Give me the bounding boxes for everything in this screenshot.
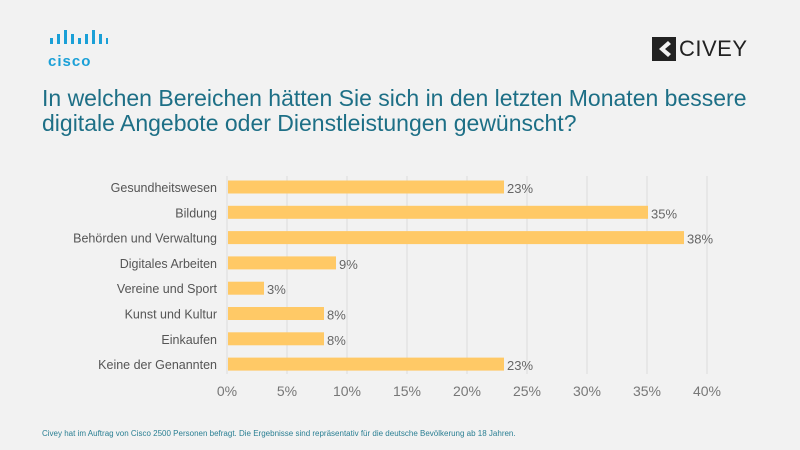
x-tick-label: 5% — [277, 383, 297, 399]
cisco-logo: cisco — [48, 30, 108, 70]
page-title: In welchen Bereichen hätten Sie sich in … — [42, 86, 782, 136]
cisco-wordmark: cisco — [48, 53, 92, 70]
data-label: 8% — [327, 308, 346, 323]
data-label: 38% — [687, 232, 713, 247]
bar — [228, 357, 504, 371]
data-label: 8% — [327, 333, 346, 348]
footer-note: Civey hat im Auftrag von Cisco 2500 Pers… — [42, 429, 516, 438]
data-label: 23% — [507, 181, 533, 196]
bar — [228, 231, 684, 245]
x-tick-label: 20% — [453, 383, 481, 399]
bar — [228, 332, 324, 346]
cisco-bars-icon — [50, 30, 108, 44]
bar — [228, 205, 648, 219]
category-label: Gesundheitswesen — [111, 181, 217, 195]
civey-mark-icon — [652, 37, 676, 61]
bar — [228, 281, 264, 295]
data-label: 3% — [267, 282, 286, 297]
data-label: 23% — [507, 358, 533, 373]
category-label: Einkaufen — [161, 333, 217, 347]
bar — [228, 307, 324, 320]
bar — [228, 180, 504, 194]
title-line-2: digitale Angebote oder Dienstleistungen … — [42, 110, 577, 136]
data-label: 35% — [651, 206, 677, 221]
x-tick-label: 10% — [333, 383, 361, 399]
category-label: Bildung — [175, 206, 217, 220]
x-tick-label: 35% — [633, 383, 661, 399]
civey-logo: CIVEY — [652, 36, 748, 62]
x-tick-label: 0% — [217, 383, 237, 399]
data-label: 9% — [339, 257, 358, 272]
category-label: Kunst und Kultur — [125, 308, 217, 322]
x-tick-label: 15% — [393, 383, 421, 399]
x-tick-label: 40% — [693, 383, 721, 399]
title-line-1: In welchen Bereichen hätten Sie sich in … — [42, 85, 747, 111]
category-label: Behörden und Verwaltung — [73, 232, 217, 246]
category-label: Vereine und Sport — [117, 282, 218, 296]
category-label: Digitales Arbeiten — [120, 257, 217, 271]
category-label: Keine der Genannten — [98, 358, 217, 372]
x-tick-label: 25% — [513, 383, 541, 399]
x-tick-label: 30% — [573, 383, 601, 399]
bar — [228, 256, 336, 270]
civey-wordmark: CIVEY — [679, 36, 748, 61]
